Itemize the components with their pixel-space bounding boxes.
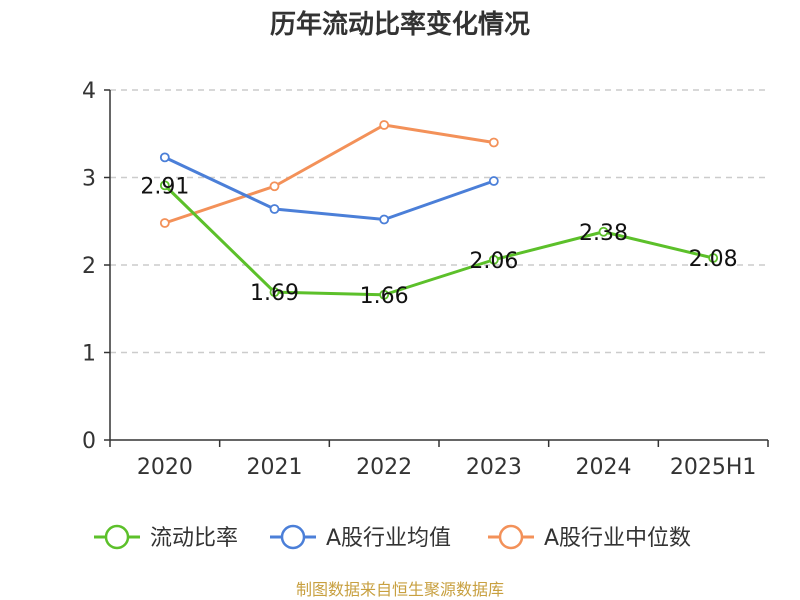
data-point <box>598 226 609 237</box>
axes: 0 1 2 3 4 2020 2021 2022 2023 2024 2025H1 <box>82 79 769 480</box>
data-label: 2.08 <box>689 247 738 272</box>
data-label: 1.66 <box>360 284 409 309</box>
x-tick-label: 2021 <box>247 455 303 480</box>
legend-label: 流动比率 <box>150 526 238 551</box>
data-point <box>708 253 719 263</box>
data-labels: 2.91 1.69 1.66 2.06 2.38 2.08 <box>140 174 737 308</box>
legend-marker <box>280 524 306 550</box>
data-point <box>379 214 390 225</box>
data-point <box>159 180 170 191</box>
source-note: 制图数据来自恒生聚源数据库 <box>296 580 504 599</box>
data-label: 2.91 <box>140 174 189 199</box>
data-point <box>488 254 499 265</box>
series-line-1 <box>164 156 495 221</box>
data-point <box>379 289 390 300</box>
data-point <box>269 181 280 192</box>
x-tick-label: 2022 <box>356 455 412 480</box>
legend-marker <box>498 524 524 550</box>
x-tick-label: 2023 <box>466 455 522 480</box>
y-tick-label: 1 <box>82 342 96 367</box>
data-point <box>488 137 499 148</box>
y-tick-label: 3 <box>82 167 96 192</box>
data-point <box>379 120 390 130</box>
data-point <box>159 152 170 163</box>
series-line-2 <box>164 123 495 225</box>
chart-title: 历年流动比率变化情况 <box>270 9 530 40</box>
series-line-0 <box>163 184 714 297</box>
data-point <box>159 218 170 228</box>
data-point <box>488 176 499 186</box>
legend-label: A股行业中位数 <box>544 526 691 551</box>
data-label: 2.38 <box>579 221 628 246</box>
grid-lines <box>110 89 768 354</box>
data-label: 1.69 <box>250 281 299 306</box>
data-point <box>269 287 280 298</box>
y-tick-label: 4 <box>82 79 96 104</box>
x-tick-label: 2024 <box>576 455 632 480</box>
data-label: 2.06 <box>469 249 518 274</box>
legend: 流动比率 A股行业均值 A股行业中位数 <box>94 524 691 551</box>
data-point <box>269 204 280 214</box>
x-tick-label: 2020 <box>137 455 193 480</box>
legend-marker <box>104 524 130 550</box>
series-group <box>159 120 719 300</box>
y-tick-label: 2 <box>82 254 96 279</box>
y-tick-label: 0 <box>82 429 96 454</box>
x-tick-label: 2025H1 <box>670 455 757 480</box>
legend-label: A股行业均值 <box>326 526 451 551</box>
